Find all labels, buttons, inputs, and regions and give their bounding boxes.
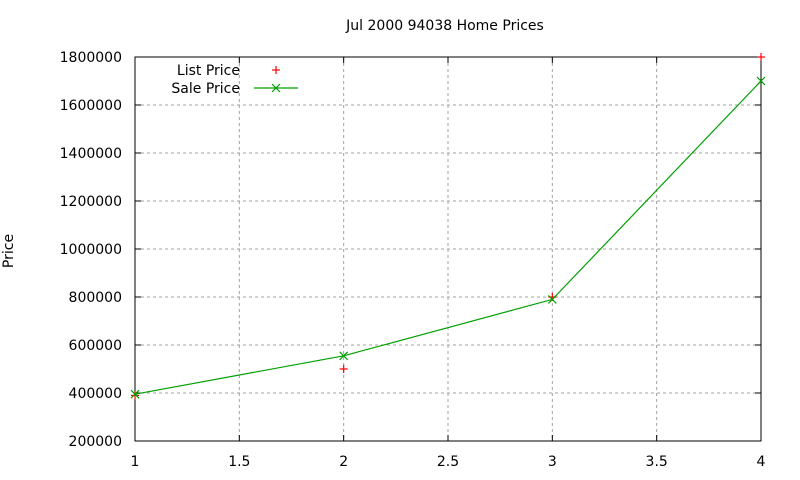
sale-price-marker bbox=[339, 351, 349, 361]
x-tick-label: 2 bbox=[339, 454, 348, 470]
y-tick-label: 1600000 bbox=[60, 98, 122, 114]
chart-title: Jul 2000 94038 Home Prices bbox=[346, 18, 544, 34]
legend-label: List Price bbox=[177, 63, 240, 79]
x-tick-label: 3 bbox=[548, 454, 557, 470]
sale-price-marker bbox=[130, 389, 140, 399]
x-tick-label: 2.5 bbox=[437, 454, 459, 470]
data-series bbox=[130, 53, 766, 400]
x-tick-label: 3.5 bbox=[646, 454, 668, 470]
grid-lines bbox=[135, 57, 761, 441]
y-tick-label: 600000 bbox=[69, 338, 122, 354]
sale-price-line bbox=[134, 80, 762, 395]
plot-border bbox=[134, 56, 762, 442]
sale-price-marker bbox=[756, 76, 766, 86]
legend-cross-icon bbox=[271, 83, 281, 93]
legend-label: Sale Price bbox=[171, 81, 240, 97]
x-tick-label: 1 bbox=[131, 454, 140, 470]
y-tick-label: 1400000 bbox=[60, 146, 122, 162]
y-tick-label: 800000 bbox=[69, 290, 122, 306]
y-tick-label: 200000 bbox=[69, 434, 122, 450]
legend: List Price Sale Price bbox=[171, 63, 298, 97]
y-tick-label: 1000000 bbox=[60, 242, 122, 258]
y-tick-label: 1200000 bbox=[60, 194, 122, 210]
y-tick-label: 400000 bbox=[69, 386, 122, 402]
x-tick-label: 1.5 bbox=[228, 454, 250, 470]
axis-ticks: 2000004000006000008000001000000120000014… bbox=[60, 50, 766, 470]
x-tick-label: 4 bbox=[757, 454, 766, 470]
y-tick-label: 1800000 bbox=[60, 50, 122, 66]
sale-price-marker bbox=[547, 294, 557, 304]
